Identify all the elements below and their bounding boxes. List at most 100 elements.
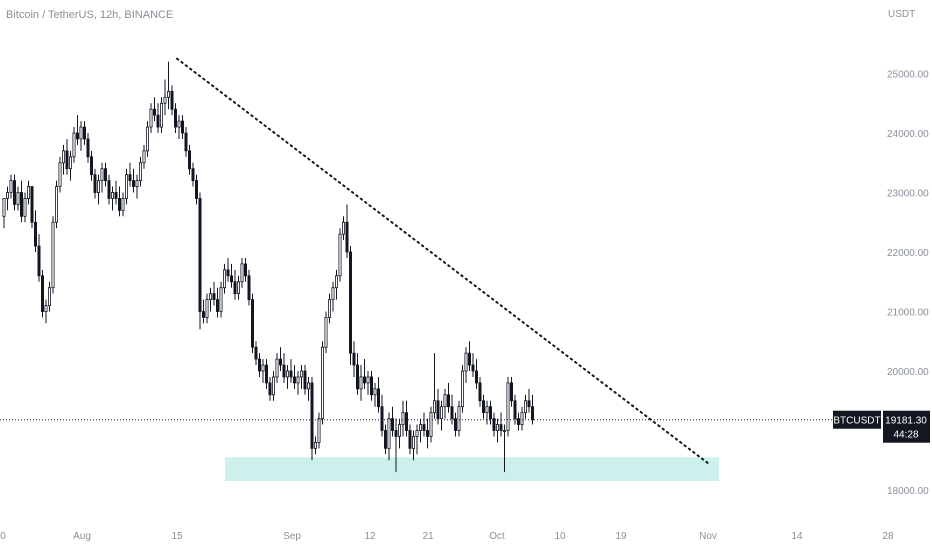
candle-body [48, 287, 52, 306]
candle [72, 127, 76, 163]
candle-body [432, 400, 436, 414]
candle [485, 400, 489, 425]
candle-body [229, 275, 233, 283]
candle [44, 299, 48, 324]
candle-body [464, 352, 468, 372]
candle [243, 257, 247, 282]
candle-body [334, 275, 338, 289]
candle-body [254, 346, 258, 360]
symbol-tag-box [833, 410, 881, 429]
candle [348, 246, 352, 366]
candle [2, 198, 6, 229]
candle [51, 216, 55, 294]
candle [303, 365, 307, 395]
candle-body [111, 192, 115, 199]
candle [268, 376, 272, 401]
candle [352, 341, 356, 377]
candle-body [453, 418, 457, 431]
candle-body [138, 162, 142, 182]
candle [93, 168, 97, 199]
candle-body [306, 382, 310, 390]
candle-body [422, 424, 426, 431]
candle-body [369, 376, 373, 396]
candle-body [331, 287, 335, 301]
candle-body [394, 430, 398, 437]
candle-body [83, 126, 87, 140]
candle-body [352, 352, 356, 366]
candle-body [376, 388, 380, 408]
candle-body [125, 174, 129, 199]
candle-body [513, 400, 517, 420]
candle-body [264, 364, 268, 384]
candle-body [135, 180, 139, 187]
candle-body [390, 418, 394, 431]
candle-body [436, 400, 440, 420]
candle-body [471, 364, 475, 372]
candle-body [173, 108, 177, 128]
time-tick-label: 15 [171, 531, 183, 542]
candle-body [478, 382, 482, 402]
time-tick-label: 19 [615, 531, 627, 542]
candle [194, 174, 198, 205]
candle-body [93, 174, 97, 193]
candle-body [275, 358, 279, 378]
candle [12, 174, 16, 211]
candle-body [457, 406, 461, 431]
support-zone [225, 457, 719, 482]
price-tick-label: 25000.00 [887, 70, 929, 81]
candle [285, 365, 289, 389]
candle [30, 186, 34, 229]
candle-body [289, 370, 293, 378]
candle [180, 115, 184, 139]
candle-body [517, 418, 521, 425]
candle-body [299, 370, 303, 378]
candle [100, 162, 104, 193]
candle-body [261, 364, 265, 372]
candle-body [222, 269, 226, 289]
candle [411, 430, 415, 461]
candle [233, 269, 237, 300]
candle-body [208, 293, 212, 300]
candle [495, 418, 499, 443]
candle [513, 394, 517, 425]
candle-body [397, 424, 401, 437]
candle-body [55, 186, 59, 223]
candle-body [79, 126, 83, 140]
symbol-tag-label: BTCUSDT [833, 416, 880, 427]
candle [177, 115, 181, 139]
candle [531, 394, 535, 425]
candle [65, 138, 69, 175]
candle [6, 186, 10, 211]
candle-body [527, 400, 531, 408]
candle [121, 192, 125, 217]
candle [198, 192, 202, 330]
candle [415, 424, 419, 455]
candle-body [520, 412, 524, 425]
candle-body [226, 269, 230, 277]
candle-body [19, 192, 23, 217]
candle-body [495, 424, 499, 431]
candle [359, 365, 363, 401]
candle [387, 412, 391, 461]
candle [527, 388, 531, 413]
candle-body [215, 299, 219, 312]
candle-body [320, 346, 324, 420]
candle-body [404, 412, 408, 431]
price-tick-label: 21000.00 [887, 308, 929, 319]
candle [439, 400, 443, 431]
candle-body [310, 382, 314, 449]
candle-body [485, 406, 489, 414]
candle-body [467, 352, 471, 366]
candle-body [268, 382, 272, 396]
candle-body [401, 412, 405, 425]
candle [341, 216, 345, 241]
candle [208, 287, 212, 312]
candle-body [198, 198, 202, 312]
candle-body [418, 424, 422, 431]
candle [467, 341, 471, 371]
candle [104, 162, 108, 187]
time-tick-label: 14 [791, 531, 803, 542]
candle [278, 347, 282, 371]
candle [408, 424, 412, 455]
